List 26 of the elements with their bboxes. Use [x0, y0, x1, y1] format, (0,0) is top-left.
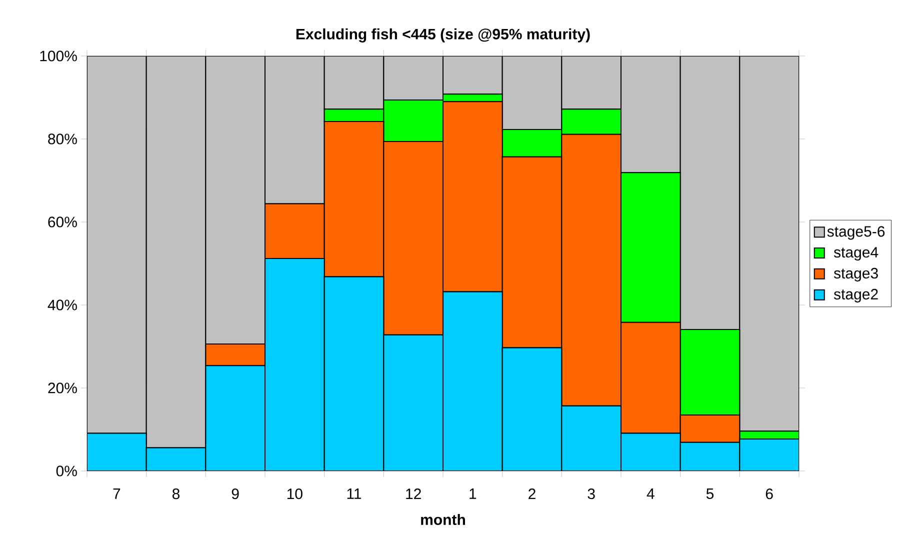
y-tick-label: 0% — [56, 466, 77, 476]
x-tick-label: 8 — [172, 488, 180, 500]
x-tick-label: 10 — [287, 488, 302, 500]
legend-label: stage3 — [834, 268, 878, 282]
x-tick-label: 12 — [406, 488, 421, 499]
y-tick-label: 60% — [48, 216, 77, 228]
x-tick-label: 11 — [347, 488, 362, 499]
x-tick-label: 5 — [706, 488, 714, 499]
y-tick-label: 20% — [48, 382, 77, 394]
y-tick-label: 80% — [48, 134, 77, 144]
bar — [620, 172, 681, 323]
x-tick-label: 9 — [232, 488, 239, 500]
x-tick-label: 1 — [470, 488, 476, 499]
y-tick-label: 100% — [40, 50, 77, 62]
legend-label: stage4 — [834, 247, 878, 261]
y-tick-label: 40% — [48, 300, 77, 310]
x-tick-label: 7 — [113, 488, 120, 499]
x-axis-title: month — [421, 514, 465, 526]
legend-label: stage2 — [834, 288, 878, 302]
x-tick-label: 6 — [766, 488, 773, 500]
x-tick-label: 3 — [588, 488, 595, 500]
legend-label: stage5-6 — [827, 226, 885, 240]
x-tick-label: 2 — [528, 488, 536, 499]
bar — [680, 328, 740, 416]
x-tick-label: 4 — [646, 488, 654, 499]
chart-title: Excluding fish <445 (size @95% maturity) — [296, 28, 590, 42]
